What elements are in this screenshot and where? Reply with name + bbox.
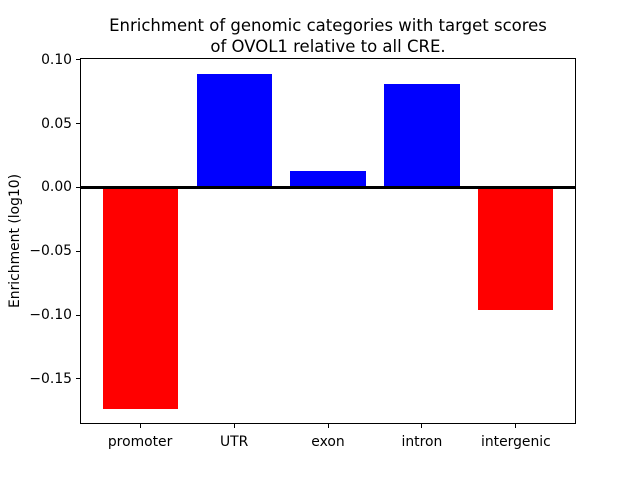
x-tick-mark xyxy=(139,424,141,428)
plot-area xyxy=(80,58,576,424)
x-tick-mark xyxy=(233,424,235,428)
zero-line xyxy=(80,185,576,189)
x-tick-mark xyxy=(327,424,329,428)
chart-title: Enrichment of genomic categories with ta… xyxy=(109,16,547,56)
y-tick-mark xyxy=(76,314,80,316)
x-tick-label-UTR: UTR xyxy=(219,434,249,450)
y-tick-mark xyxy=(76,250,80,252)
x-tick-mark xyxy=(421,424,423,428)
y-tick-label: 0.00 xyxy=(41,179,72,196)
y-tick-mark xyxy=(76,59,80,61)
x-tick-label-exon: exon xyxy=(311,434,345,450)
x-tick-mark xyxy=(515,424,517,428)
x-tick-label-intergenic: intergenic xyxy=(480,434,551,450)
y-tick-label: −0.10 xyxy=(29,307,72,323)
bar-intergenic xyxy=(478,187,554,310)
y-tick-label: −0.15 xyxy=(29,370,72,387)
y-tick-label: 0.10 xyxy=(41,51,72,68)
bar-intron xyxy=(384,84,460,188)
y-tick-label: 0.05 xyxy=(41,115,72,132)
y-tick-mark xyxy=(76,378,80,380)
y-tick-mark xyxy=(76,186,80,188)
x-tick-label-intron: intron xyxy=(401,434,443,450)
y-tick-label: −0.05 xyxy=(29,243,72,260)
bar-UTR xyxy=(196,73,272,188)
bar-promoter xyxy=(102,187,178,410)
x-tick-label-promoter: promoter xyxy=(107,434,173,450)
y-tick-mark xyxy=(76,123,80,125)
bar-exon xyxy=(290,170,366,188)
